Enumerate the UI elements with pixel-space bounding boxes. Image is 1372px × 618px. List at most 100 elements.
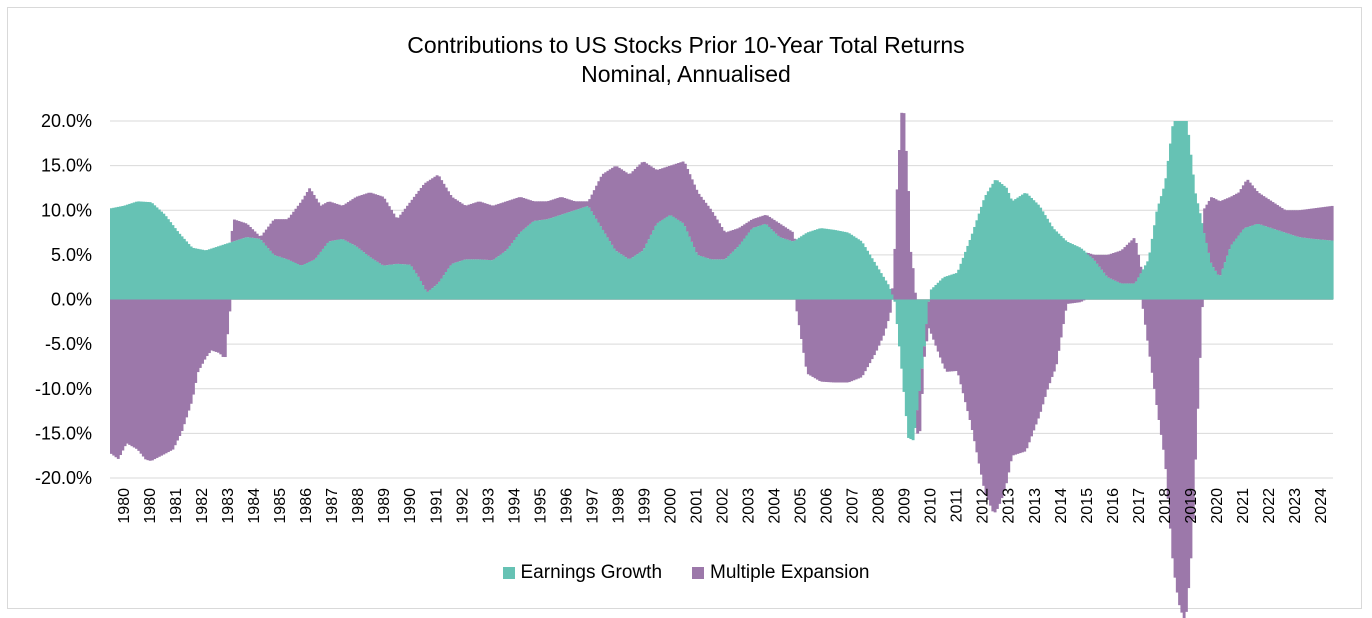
bar-earnings-growth: [665, 216, 669, 300]
bar-earnings-growth: [954, 273, 958, 300]
x-tick-label: 2024: [1313, 488, 1330, 524]
bar-earnings-growth: [155, 207, 159, 300]
y-tick-label: 0.0%: [51, 290, 92, 310]
bar-earnings-growth: [394, 263, 398, 300]
bar-earnings-growth: [376, 261, 380, 300]
bar-earnings-growth: [1164, 178, 1168, 300]
bar-multiple-expansion: [927, 301, 931, 329]
bar-earnings-growth: [271, 253, 275, 300]
bar-earnings-growth: [1125, 283, 1129, 300]
bar-earnings-growth: [636, 254, 639, 300]
bar-earnings-growth: [649, 234, 653, 300]
bar-earnings-growth: [110, 208, 113, 300]
bar-earnings-growth: [440, 278, 444, 300]
bar-multiple-expansion: [538, 201, 542, 221]
bar-multiple-expansion: [214, 299, 218, 352]
bar-earnings-growth: [595, 218, 598, 300]
bar-earnings-growth: [1319, 239, 1323, 300]
bar-earnings-growth: [1276, 229, 1279, 300]
bar-earnings-growth: [961, 257, 965, 300]
bar-earnings-growth: [305, 262, 309, 300]
bar-earnings-growth: [697, 255, 701, 300]
bar-multiple-expansion: [1294, 210, 1298, 236]
bar-earnings-growth: [273, 255, 277, 300]
bar-earnings-growth: [524, 227, 528, 300]
bar-multiple-expansion: [1043, 299, 1047, 397]
bar-earnings-growth: [185, 241, 189, 300]
x-tick-label: 2010: [923, 488, 940, 524]
bar-multiple-expansion: [572, 200, 576, 211]
bar-earnings-growth: [349, 242, 353, 300]
bar-earnings-growth: [538, 220, 542, 300]
bar-earnings-growth: [820, 228, 824, 300]
bar-earnings-growth: [984, 195, 988, 300]
legend: Earnings Growth Multiple Expansion: [0, 562, 1372, 584]
bar-earnings-growth: [1000, 184, 1004, 300]
bar-multiple-expansion: [966, 299, 970, 412]
bar-multiple-expansion: [793, 238, 797, 241]
x-tick-label: 1989: [376, 488, 393, 524]
bar-earnings-growth: [633, 255, 637, 300]
bar-multiple-expansion: [1273, 203, 1277, 230]
bar-earnings-growth: [718, 259, 721, 300]
legend-item-multiple-expansion[interactable]: Multiple Expansion: [692, 562, 870, 584]
bar-earnings-growth: [622, 255, 626, 300]
bar-multiple-expansion: [617, 167, 621, 253]
bar-earnings-growth: [346, 241, 350, 300]
bar-multiple-expansion: [1237, 192, 1241, 236]
bar-earnings-growth: [913, 299, 917, 429]
bar-earnings-growth: [210, 248, 214, 300]
x-tick-label: 1997: [584, 488, 601, 524]
bar-earnings-growth: [925, 299, 929, 325]
bar-multiple-expansion: [524, 198, 528, 228]
x-tick-label: 1985: [272, 488, 289, 524]
x-tick-label: 2013: [1027, 488, 1044, 524]
bar-multiple-expansion: [1153, 299, 1156, 389]
bar-multiple-expansion: [948, 299, 951, 372]
bar-earnings-growth: [977, 213, 981, 300]
bar-multiple-expansion: [1196, 299, 1200, 409]
bar-earnings-growth: [966, 245, 970, 300]
x-tick-label: 1998: [610, 488, 627, 524]
bar-multiple-expansion: [765, 215, 769, 225]
bar-earnings-growth: [214, 247, 218, 300]
bar-earnings-growth: [1084, 252, 1088, 300]
bar-earnings-growth: [1260, 224, 1263, 300]
bar-multiple-expansion: [1314, 208, 1318, 240]
bar-earnings-growth: [920, 299, 924, 369]
bar-earnings-growth: [1200, 223, 1204, 300]
bar-multiple-expansion: [829, 299, 833, 383]
bar-earnings-growth: [822, 228, 826, 300]
bar-multiple-expansion: [1109, 253, 1113, 279]
bar-multiple-expansion: [629, 173, 633, 259]
bar-earnings-growth: [934, 285, 938, 300]
bar-multiple-expansion: [1255, 191, 1259, 225]
bar-earnings-growth: [1312, 238, 1316, 300]
bar-earnings-growth: [715, 259, 719, 300]
bar-multiple-expansion: [110, 299, 113, 454]
bar-earnings-growth: [137, 201, 141, 300]
bar-earnings-growth: [576, 209, 580, 300]
bar-multiple-expansion: [426, 181, 430, 292]
bar-earnings-growth: [531, 221, 535, 300]
x-tick-label: 1995: [532, 488, 549, 524]
bar-earnings-growth: [845, 232, 849, 300]
bar-earnings-growth: [1239, 232, 1243, 300]
bar-multiple-expansion: [647, 164, 651, 240]
bar-earnings-growth: [260, 240, 264, 300]
bar-multiple-expansion: [132, 299, 136, 448]
legend-item-earnings-growth[interactable]: Earnings Growth: [502, 562, 662, 584]
bar-earnings-growth: [1020, 194, 1024, 300]
bar-multiple-expansion: [1071, 299, 1074, 304]
bar-multiple-expansion: [164, 299, 168, 454]
bar-earnings-growth: [1139, 273, 1143, 300]
bar-earnings-growth: [793, 240, 797, 300]
bar-multiple-expansion: [1125, 244, 1129, 284]
bar-multiple-expansion: [1271, 202, 1275, 229]
bar-multiple-expansion: [891, 288, 895, 295]
bar-earnings-growth: [1050, 226, 1054, 300]
bar-multiple-expansion: [1075, 299, 1079, 303]
bar-earnings-growth: [230, 241, 234, 300]
bar-multiple-expansion: [144, 299, 148, 460]
bar-multiple-expansion: [547, 200, 551, 219]
